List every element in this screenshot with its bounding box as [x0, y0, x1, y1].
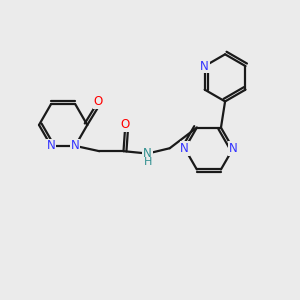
Text: H: H [144, 158, 152, 167]
Text: N: N [47, 140, 56, 152]
Text: N: N [143, 147, 152, 160]
Text: O: O [120, 118, 130, 131]
Text: O: O [94, 95, 103, 108]
Text: N: N [200, 60, 209, 73]
Text: N: N [180, 142, 189, 155]
Text: N: N [229, 142, 237, 155]
Text: N: N [71, 140, 80, 152]
